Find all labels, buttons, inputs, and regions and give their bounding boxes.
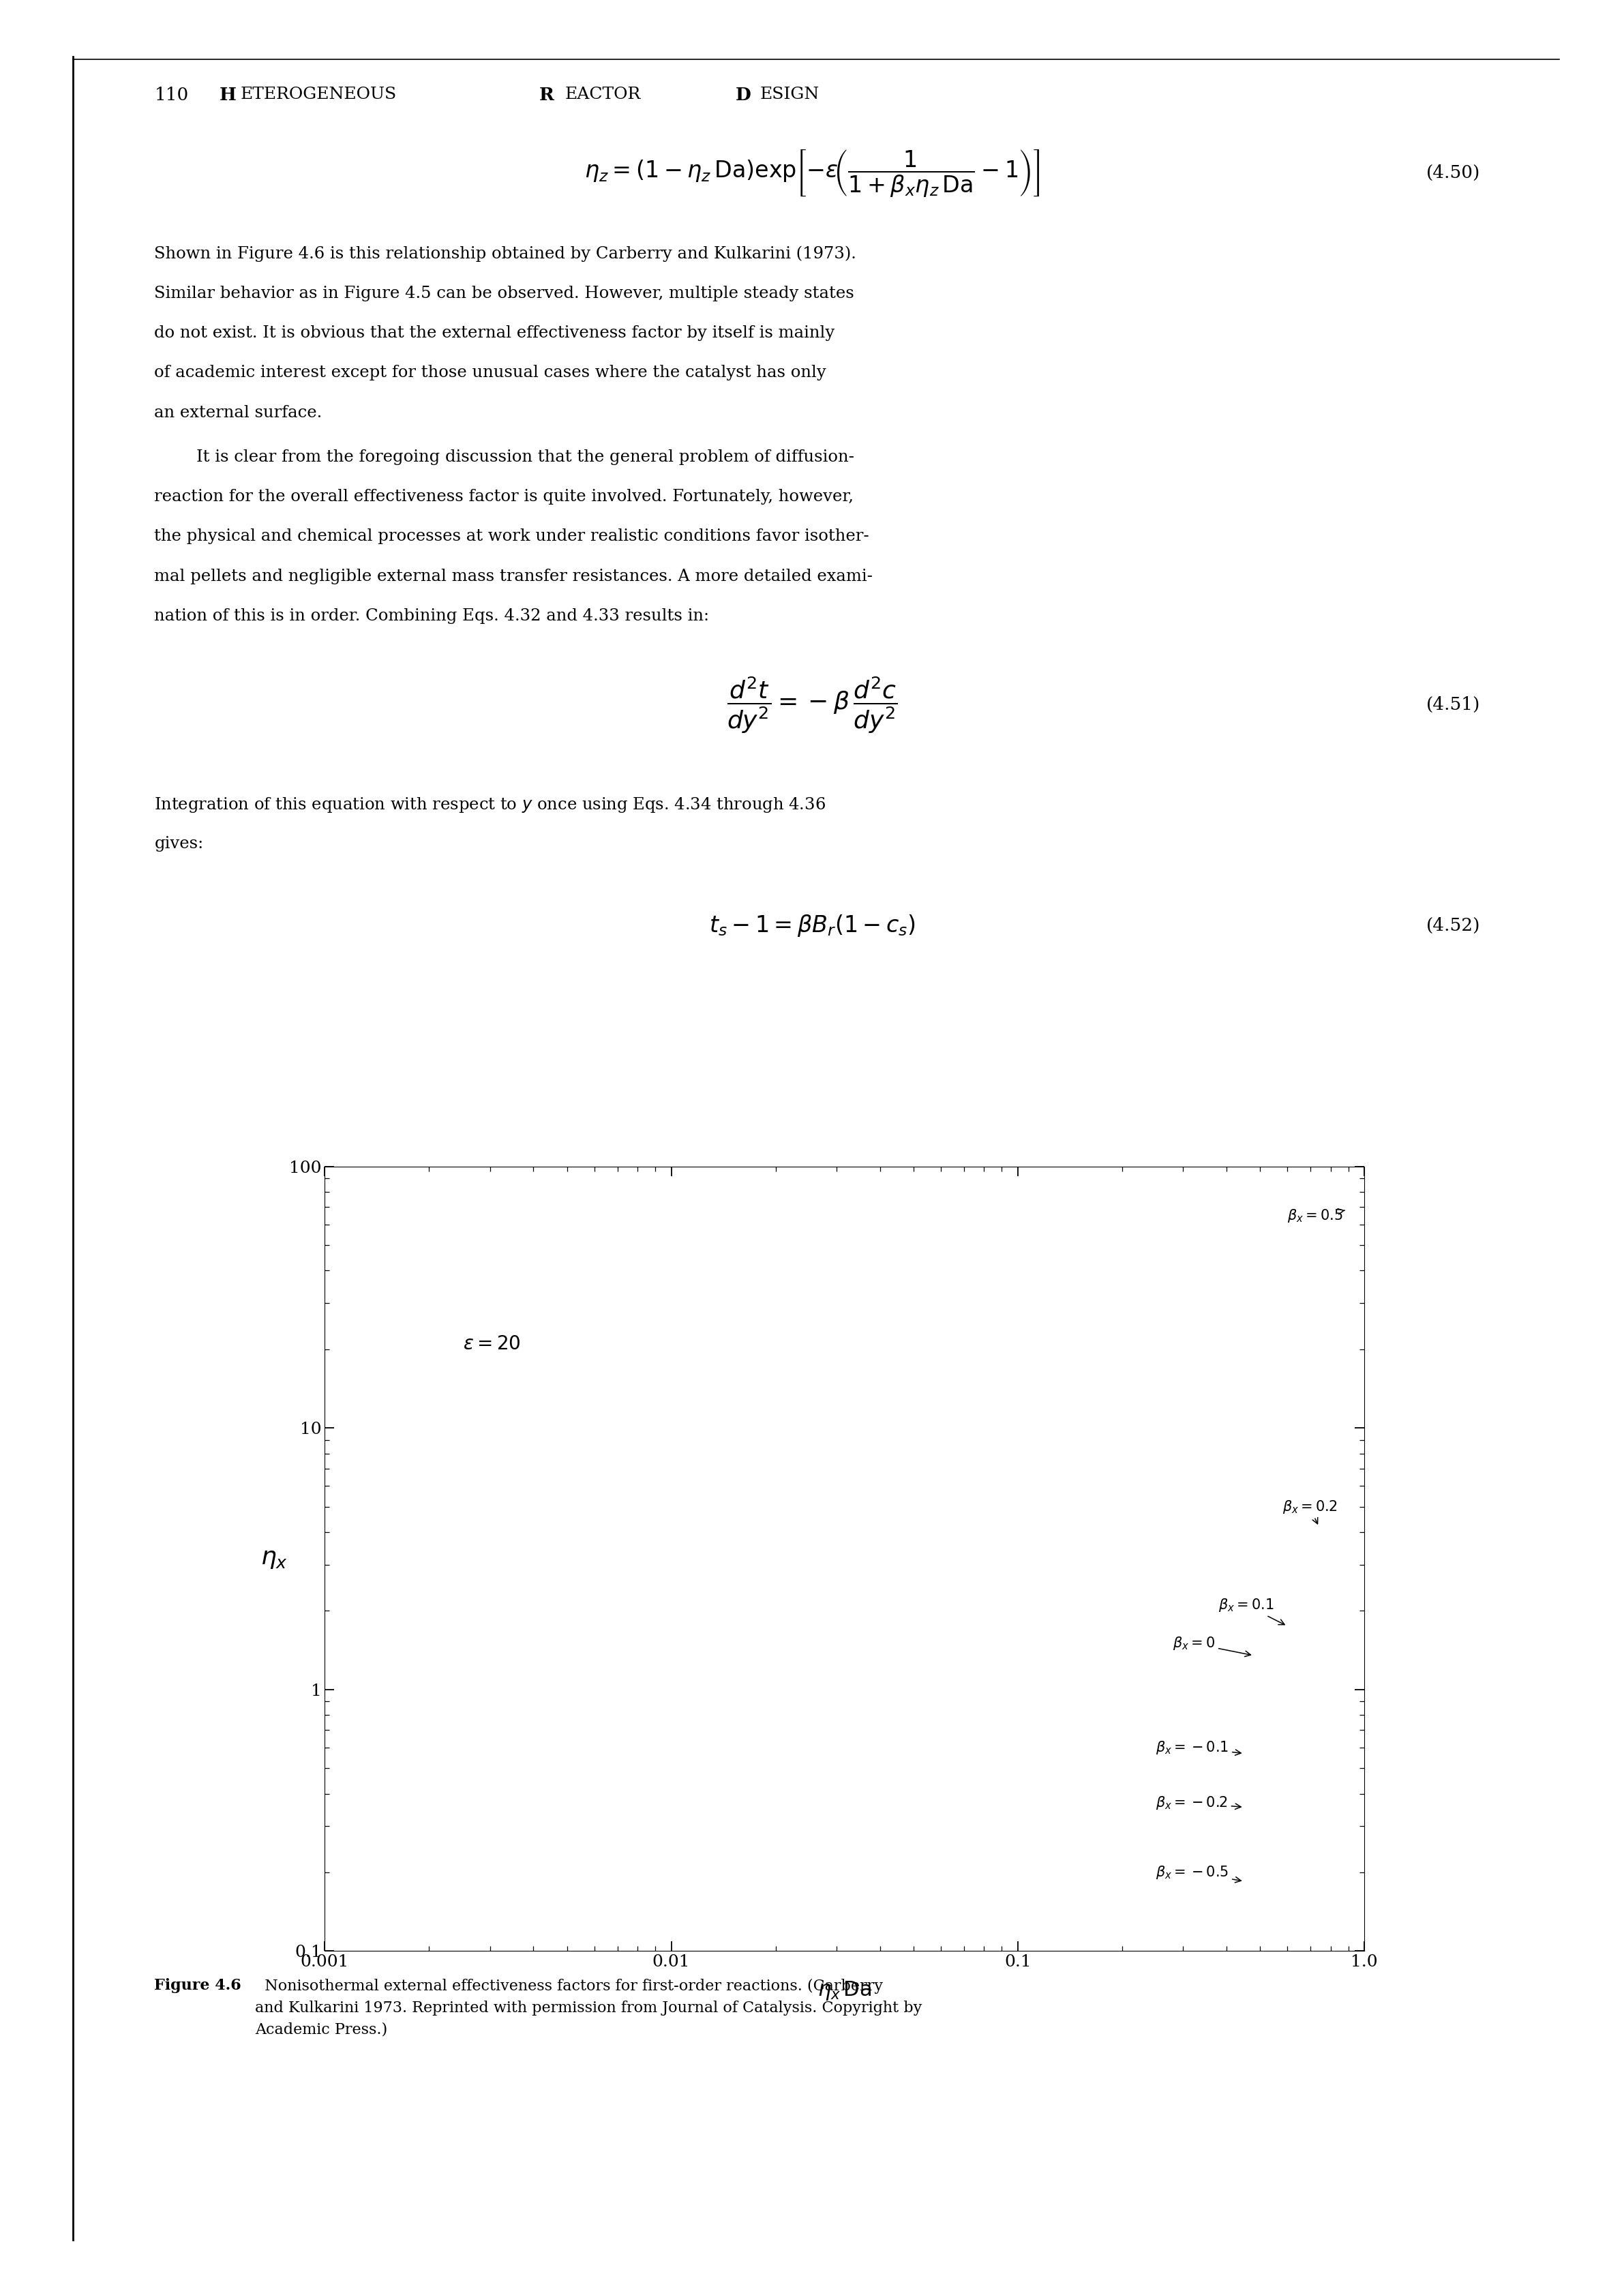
Text: (4.52): (4.52): [1426, 916, 1481, 935]
Text: $\beta_x=-0.5$: $\beta_x=-0.5$: [1156, 1865, 1241, 1883]
Text: Shown in Figure 4.6 is this relationship obtained by Carberry and Kulkarini (197: Shown in Figure 4.6 is this relationship…: [154, 246, 856, 262]
Text: reaction for the overall effectiveness factor is quite involved. Fortunately, ho: reaction for the overall effectiveness f…: [154, 489, 854, 505]
Text: H: H: [219, 86, 235, 102]
Text: $\epsilon=20$: $\epsilon=20$: [463, 1335, 520, 1353]
Text: the physical and chemical processes at work under realistic conditions favor iso: the physical and chemical processes at w…: [154, 530, 869, 543]
Text: Similar behavior as in Figure 4.5 can be observed. However, multiple steady stat: Similar behavior as in Figure 4.5 can be…: [154, 287, 854, 300]
Text: nation of this is in order. Combining Eqs. 4.32 and 4.33 results in:: nation of this is in order. Combining Eq…: [154, 609, 710, 623]
X-axis label: $\eta_x\,\mathrm{Da}$: $\eta_x\,\mathrm{Da}$: [817, 1981, 872, 2001]
Text: $\beta_x=-0.1$: $\beta_x=-0.1$: [1156, 1740, 1241, 1756]
Text: EACTOR: EACTOR: [565, 86, 641, 102]
Text: an external surface.: an external surface.: [154, 405, 322, 421]
Text: D: D: [736, 86, 752, 102]
Text: $\beta_x=-0.2$: $\beta_x=-0.2$: [1156, 1794, 1241, 1810]
Text: mal pellets and negligible external mass transfer resistances. A more detailed e: mal pellets and negligible external mass…: [154, 568, 872, 584]
Text: $\beta_x=0.5$: $\beta_x=0.5$: [1288, 1207, 1345, 1223]
Y-axis label: $\eta_x$: $\eta_x$: [260, 1546, 287, 1571]
Text: Figure 4.6: Figure 4.6: [154, 1978, 242, 1994]
Text: $\dfrac{d^2t}{dy^2} = -\beta\,\dfrac{d^2c}{dy^2}$: $\dfrac{d^2t}{dy^2} = -\beta\,\dfrac{d^2…: [726, 675, 898, 735]
Text: of academic interest except for those unusual cases where the catalyst has only: of academic interest except for those un…: [154, 366, 827, 380]
Text: 110: 110: [154, 86, 188, 102]
Text: (4.50): (4.50): [1426, 164, 1481, 182]
Text: $\eta_z = (1 - \eta_z\,\mathrm{Da})\exp\!\left[-\epsilon\!\left(\dfrac{1}{1+\bet: $\eta_z = (1 - \eta_z\,\mathrm{Da})\exp\…: [585, 148, 1039, 198]
Text: Integration of this equation with respect to $y$ once using Eqs. 4.34 through 4.: Integration of this equation with respec…: [154, 796, 827, 814]
Text: (4.51): (4.51): [1426, 696, 1481, 714]
Text: $\beta_x=0.1$: $\beta_x=0.1$: [1218, 1596, 1285, 1624]
Text: ETEROGENEOUS: ETEROGENEOUS: [240, 86, 396, 102]
Text: $\beta_x=0.2$: $\beta_x=0.2$: [1283, 1499, 1337, 1524]
Text: $t_s - 1 = \beta B_r(1 - c_s)$: $t_s - 1 = \beta B_r(1 - c_s)$: [708, 912, 916, 939]
Text: It is clear from the foregoing discussion that the general problem of diffusion-: It is clear from the foregoing discussio…: [154, 450, 854, 464]
Text: R: R: [539, 86, 554, 102]
Text: ESIGN: ESIGN: [760, 86, 820, 102]
Text: gives:: gives:: [154, 837, 203, 850]
Text: $\beta_x=0$: $\beta_x=0$: [1173, 1635, 1250, 1655]
Text: Nonisothermal external effectiveness factors for first-order reactions. (Carberr: Nonisothermal external effectiveness fac…: [255, 1978, 922, 2038]
Text: do not exist. It is obvious that the external effectiveness factor by itself is : do not exist. It is obvious that the ext…: [154, 325, 835, 341]
